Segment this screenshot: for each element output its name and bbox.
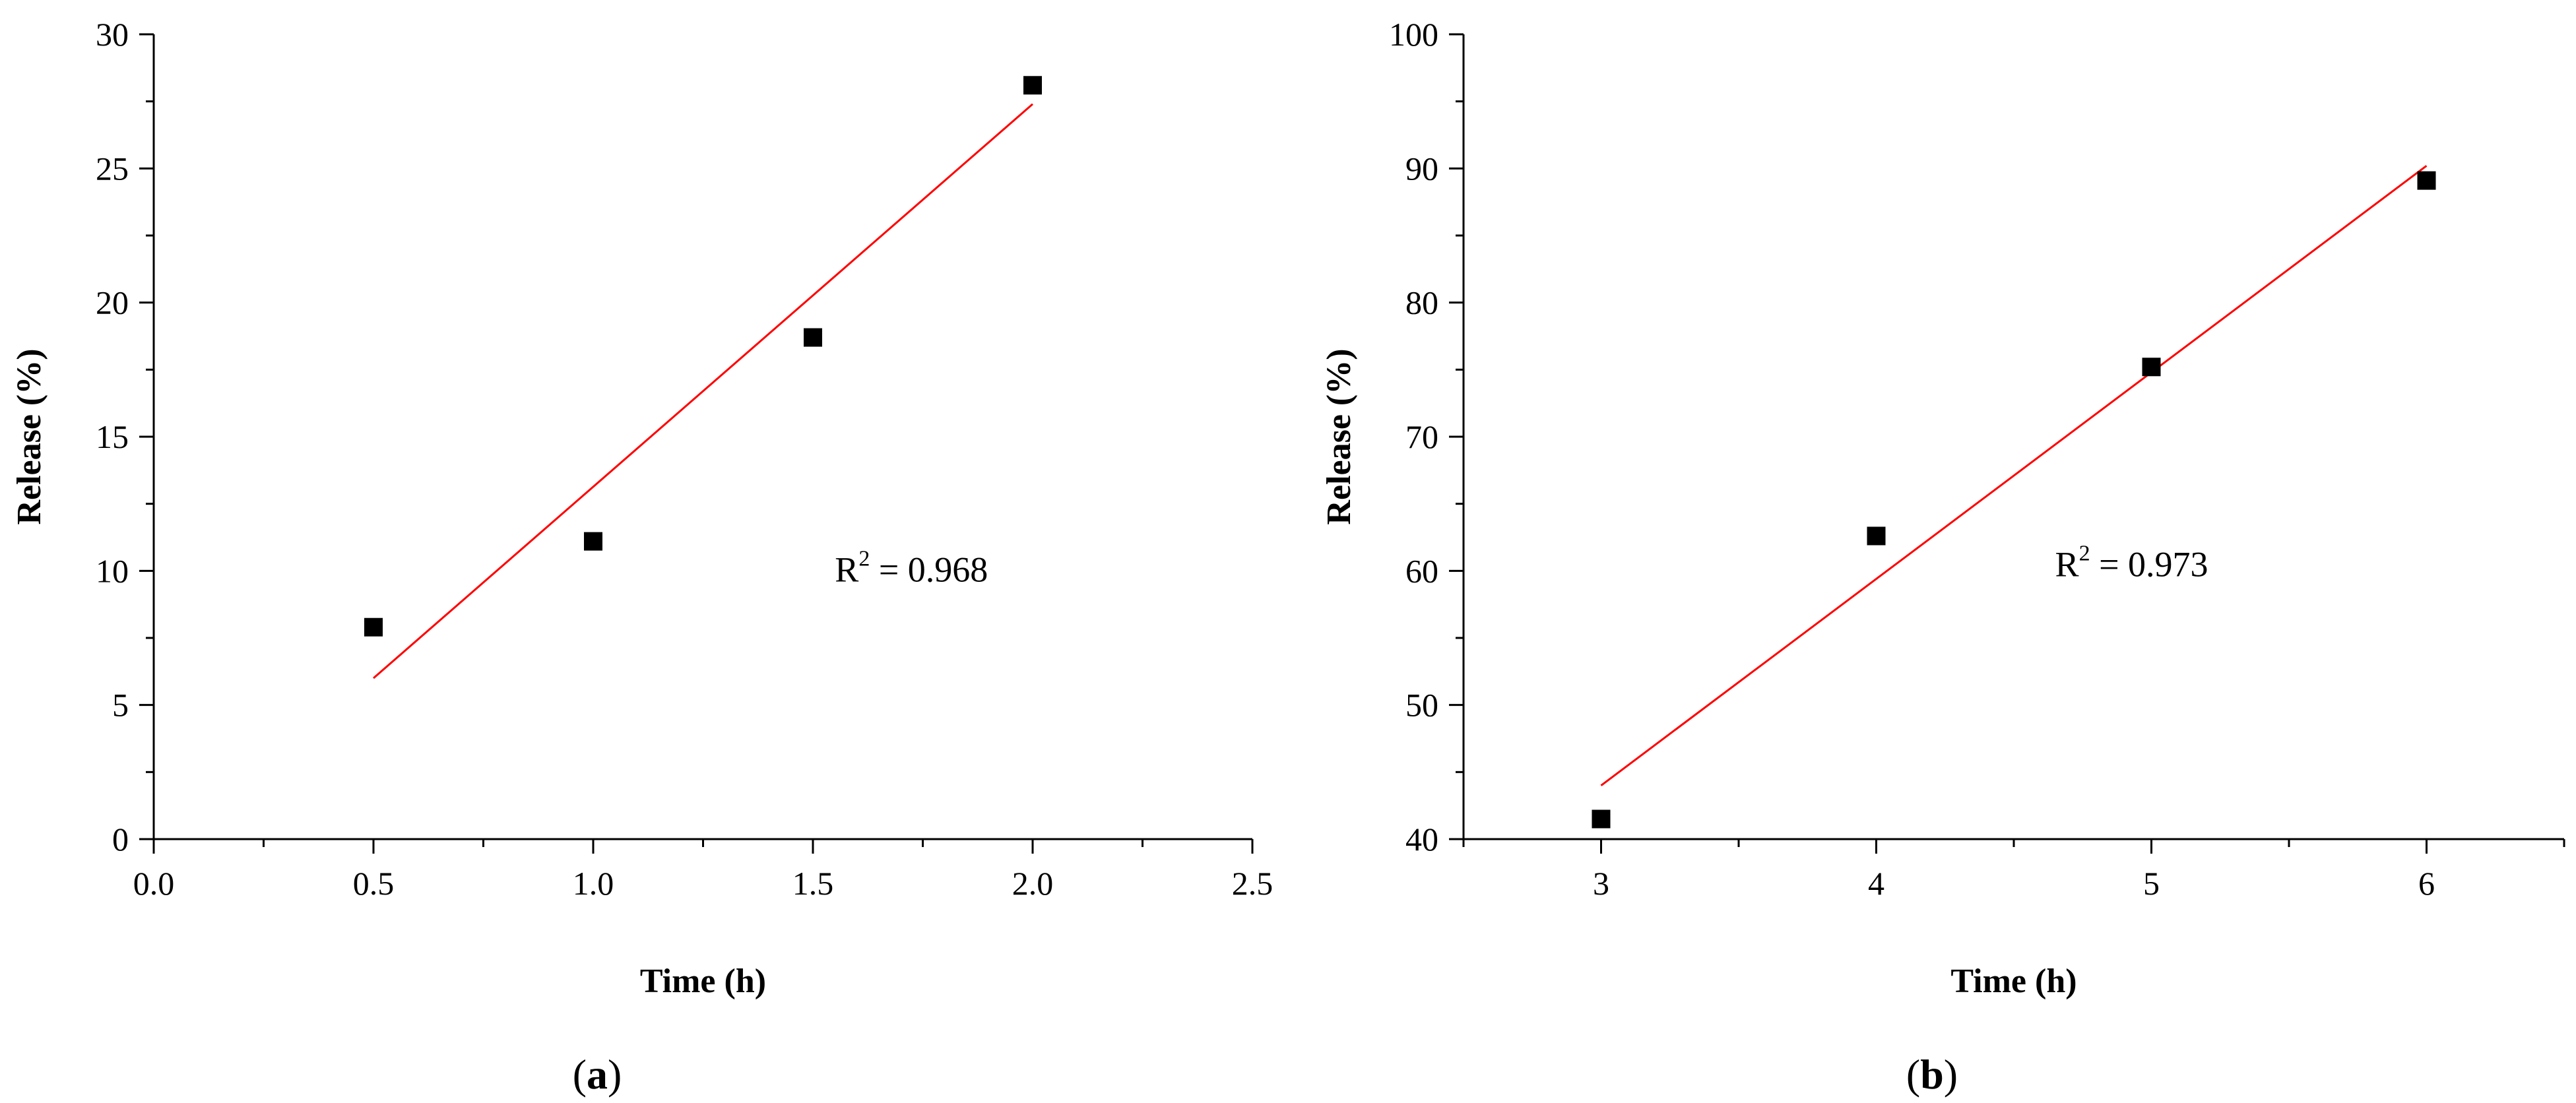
y-tick-label: 100 [1389, 16, 1438, 53]
data-point [1867, 526, 1886, 546]
r-squared-annotation: R2 = 0.968 [835, 547, 988, 590]
fit-line [1600, 165, 2428, 786]
data-point [1023, 76, 1042, 95]
panel-label-open-paren: ( [573, 1051, 587, 1098]
y-tick-label: 40 [1405, 821, 1438, 858]
panel-label: (a) [573, 1051, 622, 1098]
r-squared-superscript: 2 [2079, 541, 2090, 565]
y-axis-title: Release (%) [1320, 348, 1358, 524]
x-tick-label: 0.5 [353, 865, 395, 902]
chart-panel-b: 40 50 60 70 80 90 100 3 4 5 6 Time (h) Release (%) R2… [1320, 16, 2565, 1098]
y-tick-label: 90 [1405, 150, 1438, 187]
y-tick-label: 50 [1405, 687, 1438, 724]
y-tick-label: 10 [96, 552, 129, 589]
x-tick-label: 5 [2143, 865, 2160, 902]
data-point [1592, 809, 1611, 829]
panel-label-close-paren: ) [1944, 1051, 1958, 1098]
y-tick-label: 20 [96, 284, 129, 321]
panel-label-letter: b [1920, 1051, 1944, 1098]
r-squared-base: R [835, 550, 858, 590]
y-tick-label: 80 [1405, 284, 1438, 321]
data-point [364, 617, 383, 637]
x-tick-label: 0.0 [133, 865, 175, 902]
panel-label: (b) [1906, 1051, 1958, 1098]
x-tick-label: 4 [1868, 865, 1884, 902]
y-axis-title: Release (%) [11, 348, 48, 524]
x-axis-title: Time (h) [640, 962, 766, 1000]
fit-line [373, 103, 1033, 679]
panel-label-open-paren: ( [1906, 1051, 1920, 1098]
data-point [2142, 358, 2161, 377]
r-squared-value: = 0.968 [870, 550, 988, 590]
y-tick-label: 25 [96, 150, 129, 187]
x-tick-label: 2.5 [1232, 865, 1273, 902]
x-tick-label: 3 [1593, 865, 1609, 902]
x-tick-label: 2.0 [1012, 865, 1054, 902]
r-squared-value: = 0.973 [2090, 544, 2208, 584]
x-tick-label: 1.0 [573, 865, 614, 902]
y-tick-label: 70 [1405, 418, 1438, 455]
r-squared-superscript: 2 [858, 547, 870, 571]
panel-label-letter: a [587, 1051, 608, 1098]
x-tick-label: 1.5 [792, 865, 834, 902]
r-squared-annotation: R2 = 0.973 [2055, 541, 2208, 584]
r-squared-base: R [2055, 544, 2079, 584]
data-point [584, 532, 602, 551]
data-point [2417, 171, 2436, 190]
y-tick-label: 0 [112, 821, 129, 858]
x-tick-label: 6 [2418, 865, 2435, 902]
data-point [804, 328, 822, 347]
panel-label-close-paren: ) [608, 1051, 622, 1098]
y-tick-label: 15 [96, 418, 129, 455]
y-tick-label: 60 [1405, 552, 1438, 589]
y-tick-label: 30 [96, 16, 129, 53]
x-axis-title: Time (h) [1950, 962, 2077, 1000]
y-tick-label: 5 [112, 687, 129, 724]
chart-panel-a: 0 5 10 15 20 25 30 0.0 0.5 1.0 1.5 2.0 2.5 Time (h) Re… [11, 16, 1273, 1098]
